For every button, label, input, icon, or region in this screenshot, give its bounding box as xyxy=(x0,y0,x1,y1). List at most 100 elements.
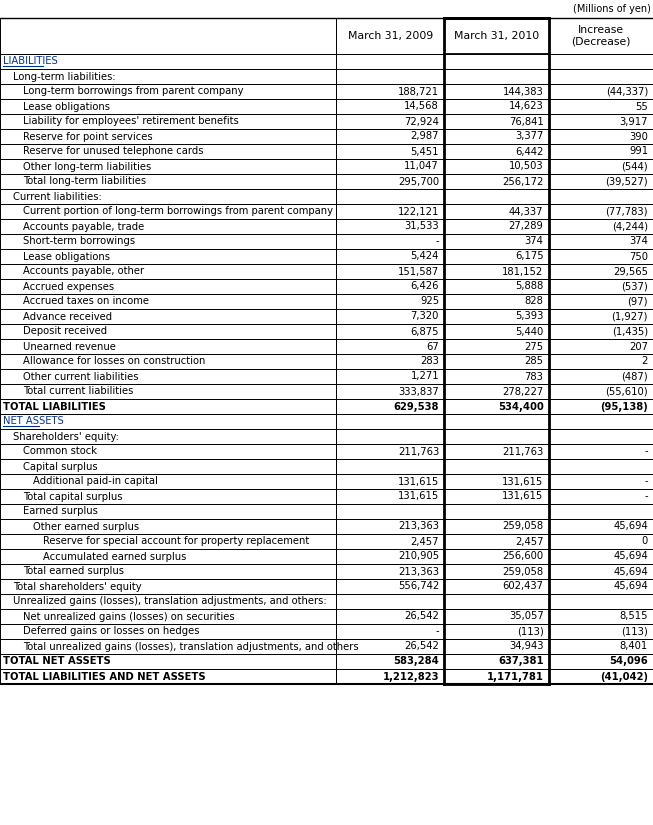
Bar xyxy=(444,354,549,369)
Bar xyxy=(336,219,444,234)
Text: Accrued expenses: Accrued expenses xyxy=(23,281,114,291)
Bar xyxy=(549,204,653,219)
Text: Accounts payable, trade: Accounts payable, trade xyxy=(23,221,144,232)
Bar xyxy=(549,294,653,309)
Text: 583,284: 583,284 xyxy=(393,657,439,667)
Text: 1,271: 1,271 xyxy=(411,371,439,381)
Bar xyxy=(444,669,549,684)
Text: Reserve for unused telephone cards: Reserve for unused telephone cards xyxy=(23,147,204,157)
Text: 211,763: 211,763 xyxy=(398,446,439,456)
Text: 72,924: 72,924 xyxy=(404,116,439,126)
Bar xyxy=(0,234,336,249)
Text: 14,623: 14,623 xyxy=(509,101,543,111)
Bar xyxy=(444,384,549,399)
Text: 2: 2 xyxy=(642,356,648,366)
Text: 6,442: 6,442 xyxy=(515,147,543,157)
Bar xyxy=(444,18,549,54)
Text: 34,943: 34,943 xyxy=(509,642,543,652)
Bar xyxy=(549,534,653,549)
Bar xyxy=(444,234,549,249)
Text: Allowance for losses on construction: Allowance for losses on construction xyxy=(23,356,206,366)
Bar xyxy=(444,639,549,654)
Text: Accumulated earned surplus: Accumulated earned surplus xyxy=(43,551,186,562)
Text: Deferred gains or losses on hedges: Deferred gains or losses on hedges xyxy=(23,626,200,637)
Text: 278,227: 278,227 xyxy=(502,386,543,397)
Bar xyxy=(0,654,336,669)
Text: 7,320: 7,320 xyxy=(411,312,439,322)
Text: 45,694: 45,694 xyxy=(613,551,648,562)
Text: 637,381: 637,381 xyxy=(498,657,543,667)
Text: 5,440: 5,440 xyxy=(515,327,543,337)
Text: Accrued taxes on income: Accrued taxes on income xyxy=(23,296,149,307)
Bar xyxy=(0,264,336,279)
Bar xyxy=(0,354,336,369)
Text: 122,121: 122,121 xyxy=(398,206,439,216)
Text: (537): (537) xyxy=(621,281,648,291)
Text: 374: 374 xyxy=(524,237,543,247)
Bar xyxy=(444,279,549,294)
Text: 259,058: 259,058 xyxy=(502,567,543,577)
Bar xyxy=(336,549,444,564)
Bar xyxy=(444,459,549,474)
Bar xyxy=(336,669,444,684)
Bar xyxy=(549,639,653,654)
Bar xyxy=(0,429,336,444)
Text: TOTAL LIABILITIES: TOTAL LIABILITIES xyxy=(3,402,106,412)
Text: 5,393: 5,393 xyxy=(515,312,543,322)
Bar xyxy=(0,399,336,414)
Text: 45,694: 45,694 xyxy=(613,582,648,592)
Bar xyxy=(444,609,549,624)
Text: -: - xyxy=(645,492,648,502)
Bar xyxy=(336,54,444,69)
Bar xyxy=(336,579,444,594)
Text: 6,875: 6,875 xyxy=(411,327,439,337)
Bar xyxy=(336,474,444,489)
Text: TOTAL LIABILITIES AND NET ASSETS: TOTAL LIABILITIES AND NET ASSETS xyxy=(3,672,206,681)
Bar xyxy=(0,444,336,459)
Bar xyxy=(444,99,549,114)
Bar xyxy=(549,624,653,639)
Bar xyxy=(549,99,653,114)
Text: (95,138): (95,138) xyxy=(600,402,648,412)
Text: -: - xyxy=(645,446,648,456)
Text: Total capital surplus: Total capital surplus xyxy=(23,492,123,502)
Text: 35,057: 35,057 xyxy=(509,611,543,621)
Bar xyxy=(336,459,444,474)
Bar xyxy=(549,564,653,579)
Bar xyxy=(336,294,444,309)
Text: (1,435): (1,435) xyxy=(612,327,648,337)
Bar xyxy=(444,129,549,144)
Bar xyxy=(549,579,653,594)
Text: 390: 390 xyxy=(629,131,648,142)
Bar xyxy=(0,54,336,69)
Bar xyxy=(0,309,336,324)
Bar xyxy=(444,219,549,234)
Bar xyxy=(0,174,336,189)
Bar xyxy=(549,279,653,294)
Bar xyxy=(0,18,336,54)
Text: 534,400: 534,400 xyxy=(498,402,543,412)
Bar xyxy=(336,309,444,324)
Text: Net unrealized gains (losses) on securities: Net unrealized gains (losses) on securit… xyxy=(23,611,234,621)
Text: 750: 750 xyxy=(629,252,648,262)
Bar xyxy=(444,429,549,444)
Text: 131,615: 131,615 xyxy=(502,492,543,502)
Bar xyxy=(444,549,549,564)
Bar xyxy=(336,369,444,384)
Bar xyxy=(0,579,336,594)
Text: 54,096: 54,096 xyxy=(609,657,648,667)
Text: 629,538: 629,538 xyxy=(394,402,439,412)
Bar xyxy=(336,144,444,159)
Bar xyxy=(0,669,336,684)
Bar xyxy=(336,84,444,99)
Bar xyxy=(0,159,336,174)
Text: Long-term liabilities:: Long-term liabilities: xyxy=(13,72,116,82)
Text: 5,424: 5,424 xyxy=(411,252,439,262)
Text: -: - xyxy=(436,626,439,637)
Bar xyxy=(0,99,336,114)
Text: Reserve for point services: Reserve for point services xyxy=(23,131,153,142)
Text: Total unrealized gains (losses), translation adjustments, and others: Total unrealized gains (losses), transla… xyxy=(23,642,358,652)
Text: -: - xyxy=(645,477,648,487)
Bar xyxy=(0,129,336,144)
Bar xyxy=(336,234,444,249)
